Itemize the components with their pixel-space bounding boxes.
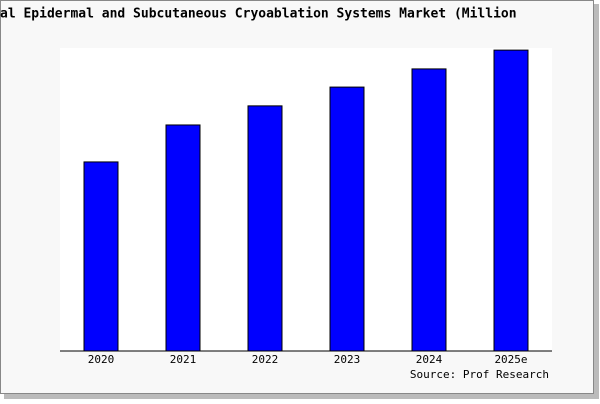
shadow <box>594 4 599 398</box>
source: Source: Prof Research <box>410 368 549 381</box>
bar <box>493 49 529 352</box>
x-tick-label: 2025e <box>494 353 527 366</box>
bar <box>411 68 447 352</box>
x-tick-label: 2020 <box>88 353 115 366</box>
bar <box>247 105 283 352</box>
shadow <box>4 394 599 399</box>
bar <box>329 86 365 352</box>
x-tick-label: 2024 <box>416 353 443 366</box>
x-tick-label: 2022 <box>252 353 279 366</box>
plot-area <box>60 48 552 351</box>
x-tick-label: 2021 <box>170 353 197 366</box>
bar <box>165 124 201 352</box>
x-tick-label: 2023 <box>334 353 361 366</box>
chart-title: al Epidermal and Subcutaneous Cryoablati… <box>0 7 517 22</box>
bar <box>83 161 119 352</box>
